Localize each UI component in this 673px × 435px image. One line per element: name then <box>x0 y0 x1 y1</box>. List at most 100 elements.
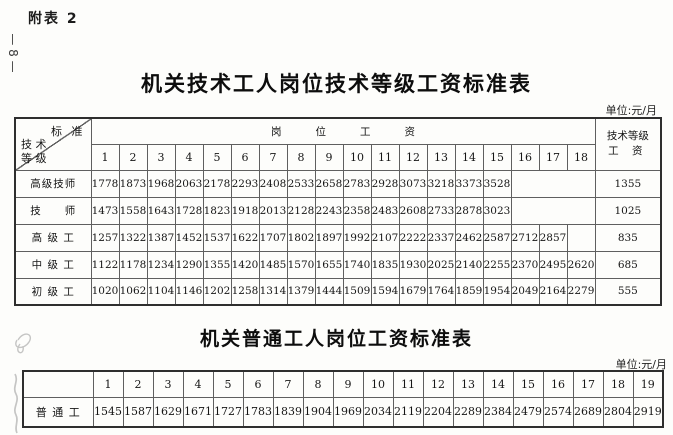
wage-cell: 2712 <box>510 223 540 252</box>
wage-cell: 1290 <box>174 250 204 279</box>
wage-cell: 1764 <box>426 277 456 306</box>
wage-cell: 1629 <box>152 396 184 428</box>
wage-cell: 2689 <box>572 396 604 428</box>
wage-cell: 2878 <box>454 196 484 225</box>
wage-cell: 2049 <box>510 277 540 306</box>
wage-cell: 2204 <box>422 396 454 428</box>
wage-cell: 2255 <box>482 250 512 279</box>
table1-column-number-row: 1 2 3 4 5 6 7 8 9 10 11 12 13 14 15 16 17 18 <box>15 143 661 171</box>
column-number: 4 <box>174 143 204 171</box>
wage-cell: 1904 <box>302 396 334 428</box>
wage-cell: 1178 <box>118 250 148 279</box>
column-number: 16 <box>542 370 574 398</box>
table2-column-number-row: 1 2 3 4 5 6 7 8 9 10 11 12 13 14 15 16 17 18 19 <box>22 370 664 398</box>
wage-cell: 1835 <box>370 250 400 279</box>
wage-cell: 1355 <box>202 250 232 279</box>
position-wage-header: 岗位工资 <box>90 117 596 145</box>
grade-wage-cell: 1355 <box>594 169 662 198</box>
wage-cell: 2408 <box>258 169 288 198</box>
wage-cell: 1234 <box>146 250 176 279</box>
column-number: 18 <box>602 370 634 398</box>
column-number: 2 <box>118 143 148 171</box>
wage-cell: 1509 <box>342 277 372 306</box>
column-number: 9 <box>332 370 364 398</box>
wage-cell: 1379 <box>286 277 316 306</box>
row-label: 高级技师 <box>14 169 92 198</box>
table-row: 高级技师 1778 1873 1968 2063 2178 2293 2408 2533 2658… <box>14 169 662 198</box>
wage-cell: 1679 <box>398 277 428 306</box>
wage-cell: 2483 <box>370 196 400 225</box>
wage-cell: 1258 <box>230 277 260 306</box>
column-number: 5 <box>202 143 232 171</box>
wage-cell: 2063 <box>174 169 204 198</box>
wage-cell: 2337 <box>426 223 456 252</box>
corner-header-cell: 标 准 技 术 等 级 <box>14 117 92 171</box>
empty-cell <box>510 196 596 225</box>
appendix-tag: 附表 2 <box>28 11 79 27</box>
wage-cell: 3528 <box>482 169 512 198</box>
wage-cell: 2608 <box>398 196 428 225</box>
column-number: 14 <box>454 143 484 171</box>
wage-cell: 2479 <box>512 396 544 428</box>
column-number: 12 <box>422 370 454 398</box>
wage-cell: 1322 <box>118 223 148 252</box>
column-number: 7 <box>258 143 288 171</box>
column-number: 10 <box>342 143 372 171</box>
wage-cell: 1968 <box>146 169 176 198</box>
wage-cell: 2025 <box>426 250 456 279</box>
column-number: 16 <box>510 143 540 171</box>
wage-cell: 1444 <box>314 277 344 306</box>
grade-wage-cell: 685 <box>594 250 662 279</box>
wage-cell: 1802 <box>286 223 316 252</box>
column-number: 13 <box>452 370 484 398</box>
wage-cell: 2119 <box>392 396 424 428</box>
blank-header-cell <box>22 370 94 398</box>
wage-cell: 1969 <box>332 396 364 428</box>
wage-cell: 2178 <box>202 169 232 198</box>
row-label: 普 通 工 <box>22 396 94 428</box>
technical-worker-wage-table: 标 准 技 术 等 级 岗位工资 技术等级 工 资 1 2 3 4 5 6 7 8 9 10 11 1… <box>14 117 663 306</box>
wage-cell: 2533 <box>286 169 316 198</box>
wage-cell: 1930 <box>398 250 428 279</box>
column-number: 1 <box>92 370 124 398</box>
wage-cell: 1783 <box>242 396 274 428</box>
table1-title: 机关技术工人岗位技术等级工资标准表 <box>141 72 532 96</box>
wage-cell: 3373 <box>454 169 484 198</box>
grade-wage-cell: 835 <box>594 223 662 252</box>
wage-cell: 1728 <box>174 196 204 225</box>
wage-cell: 1594 <box>370 277 400 306</box>
tech-grade-wage-header-line1: 技术等级 <box>606 129 649 142</box>
wage-cell: 1655 <box>314 250 344 279</box>
tech-grade-wage-header: 技术等级 工 资 <box>594 117 662 171</box>
row-label: 中 级 工 <box>14 250 92 279</box>
wage-cell: 2279 <box>566 277 596 306</box>
wage-cell: 1707 <box>258 223 288 252</box>
wage-cell: 2587 <box>482 223 512 252</box>
row-label: 高 级 工 <box>14 223 92 252</box>
corner-grade-label: 技 术 等 级 <box>21 138 47 167</box>
wage-cell: 2222 <box>398 223 428 252</box>
table-row: 普 通 工 1545 1587 1629 1671 1727 1783 1839 1904 196… <box>22 396 664 428</box>
wage-cell: 1387 <box>146 223 176 252</box>
wage-cell: 1740 <box>342 250 372 279</box>
wage-cell: 1537 <box>202 223 232 252</box>
wage-cell: 1873 <box>118 169 148 198</box>
wage-cell: 2164 <box>538 277 568 306</box>
wage-cell: 1954 <box>482 277 512 306</box>
wage-cell: 2574 <box>542 396 574 428</box>
corner-standard-label: 标 准 <box>51 125 86 138</box>
column-number: 15 <box>512 370 544 398</box>
wage-cell: 1558 <box>118 196 148 225</box>
wage-cell: 1122 <box>90 250 120 279</box>
column-number: 17 <box>538 143 568 171</box>
wage-cell: 1545 <box>92 396 124 428</box>
corner-grade-line2: 等 级 <box>21 152 47 166</box>
wage-cell: 1257 <box>90 223 120 252</box>
wage-cell: 3073 <box>398 169 428 198</box>
column-number: 10 <box>362 370 394 398</box>
wage-cell: 1020 <box>90 277 120 306</box>
wage-cell: 2358 <box>342 196 372 225</box>
wage-cell: 2804 <box>602 396 634 428</box>
row-label: 初 级 工 <box>14 277 92 306</box>
wage-cell: 3023 <box>482 196 512 225</box>
